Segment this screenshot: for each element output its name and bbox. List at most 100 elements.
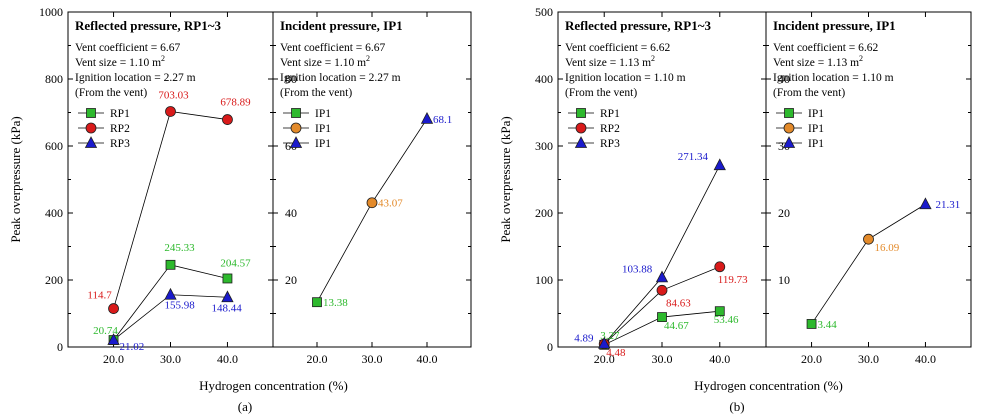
- x-tick-label: 30.0: [160, 352, 181, 366]
- legend-marker: [289, 136, 303, 148]
- data-label: 245.33: [164, 242, 195, 254]
- y-tick-label: 40: [285, 206, 297, 220]
- figure-label: (a): [238, 399, 252, 414]
- y-tick-label: 500: [535, 5, 553, 19]
- y-tick-label: 40: [778, 72, 790, 86]
- y-tick-label: 10: [778, 273, 790, 287]
- legend-entry: RP3: [78, 136, 130, 150]
- data-point: [108, 303, 119, 314]
- data-label: 53.46: [714, 314, 739, 326]
- data-label: 4.48: [606, 347, 626, 359]
- superscript: 2: [859, 54, 863, 63]
- x-tick-label: 20.0: [103, 352, 124, 366]
- panel-annotation: Vent coefficient = 6.67: [280, 42, 386, 54]
- data-label: 21.31: [935, 199, 960, 211]
- legend-marker: [576, 108, 586, 118]
- legend-entry: RP1: [78, 108, 130, 120]
- panel-annotation: (From the vent): [773, 87, 845, 99]
- y-axis-label: Peak overpressure (kPa): [498, 116, 513, 242]
- panel-0: 0 200 400 600 800 1000 20.0 30.0 40.0 Reflected p…: [39, 5, 273, 366]
- series-line-rp2: [113, 111, 228, 309]
- panel-annotation: Ignition location = 2.27 m: [75, 72, 196, 84]
- data-point: [656, 284, 668, 296]
- data-point: [863, 233, 874, 245]
- legend-label: RP1: [110, 108, 130, 120]
- data-point: [366, 197, 378, 209]
- legend-label: IP1: [808, 123, 824, 135]
- panel-annotation: Vent size = 1.10 m2: [75, 54, 165, 69]
- data-label: 119.73: [718, 274, 748, 286]
- data-label: 68.1: [433, 114, 452, 126]
- legend-label: IP1: [315, 138, 331, 150]
- legend-label: IP1: [315, 123, 331, 135]
- y-tick-label: 200: [535, 206, 553, 220]
- x-tick-label: 30.0: [362, 352, 383, 366]
- x-tick-label: 40.0: [217, 352, 238, 366]
- superscript: 2: [366, 54, 370, 63]
- panel-annotation: Vent coefficient = 6.62: [565, 42, 671, 54]
- legend-entry: IP1: [776, 136, 824, 150]
- legend-marker: [85, 122, 97, 134]
- y-axis-label: Peak overpressure (kPa): [8, 116, 23, 242]
- legend-entry: IP1: [283, 136, 331, 150]
- panel-annotation: (From the vent): [75, 87, 147, 99]
- panel-annotation: Vent size = 1.10 m2: [280, 54, 370, 69]
- legend-label: RP2: [600, 123, 620, 135]
- panel-0: 0 100 200 300 400 500 20.0 30.0 40.0 Reflected pr…: [535, 5, 766, 366]
- legend-marker: [86, 108, 96, 118]
- data-label: 16.09: [875, 242, 900, 254]
- y-tick-label: 20: [285, 273, 297, 287]
- x-tick-label: 20.0: [801, 352, 822, 366]
- x-tick-label: 20.0: [594, 352, 615, 366]
- superscript: 2: [651, 54, 655, 63]
- series-line: [811, 203, 926, 325]
- x-tick-label: 40.0: [417, 352, 438, 366]
- y-tick-label: 1000: [39, 5, 63, 19]
- y-tick-label: 300: [535, 139, 553, 153]
- data-label: 204.57: [220, 257, 251, 269]
- data-label: 103.88: [622, 263, 653, 275]
- legend-marker: [783, 122, 795, 134]
- legend-entry: IP1: [283, 108, 331, 120]
- x-axis-label: Hydrogen concentration (%): [199, 378, 348, 393]
- data-point: [107, 333, 120, 345]
- legend-label: IP1: [808, 108, 824, 120]
- data-label: 84.63: [666, 297, 691, 309]
- panel-annotation: Ignition location = 2.27 m: [280, 72, 401, 84]
- data-point: [655, 270, 669, 283]
- legend-entry: RP3: [568, 136, 620, 150]
- data-label: 44.67: [664, 320, 689, 332]
- data-point: [222, 114, 233, 125]
- y-tick-label: 20: [778, 206, 790, 220]
- legend-label: IP1: [315, 108, 331, 120]
- y-tick-label: 100: [535, 273, 553, 287]
- x-tick-label: 30.0: [652, 352, 673, 366]
- legend-marker: [84, 136, 98, 148]
- series-line: [316, 118, 428, 303]
- chart-1: Peak overpressure (kPa) Hydrogen concentr…: [498, 5, 972, 414]
- x-tick-label: 20.0: [307, 352, 328, 366]
- data-label: 114.7: [87, 290, 112, 302]
- legend-label: RP1: [600, 108, 620, 120]
- panel-annotation: Vent coefficient = 6.62: [773, 42, 879, 54]
- panel-annotation: Ignition location = 1.10 m: [773, 72, 894, 84]
- data-point: [221, 290, 234, 303]
- superscript: 2: [161, 54, 165, 63]
- legend-label: RP3: [110, 138, 130, 150]
- data-label: 20.74: [93, 325, 118, 337]
- data-point: [919, 197, 932, 210]
- data-label: 148.44: [211, 302, 242, 314]
- legend-label: RP3: [600, 138, 620, 150]
- data-point: [714, 306, 725, 317]
- legend-entry: RP1: [568, 108, 620, 120]
- data-point: [165, 106, 176, 117]
- panel-annotation: Ignition location = 1.10 m: [565, 72, 686, 84]
- y-tick-label: 0: [57, 340, 63, 354]
- y-tick-label: 200: [45, 273, 63, 287]
- x-tick-label: 40.0: [915, 352, 936, 366]
- data-point: [312, 297, 322, 308]
- y-tick-label: 600: [45, 139, 63, 153]
